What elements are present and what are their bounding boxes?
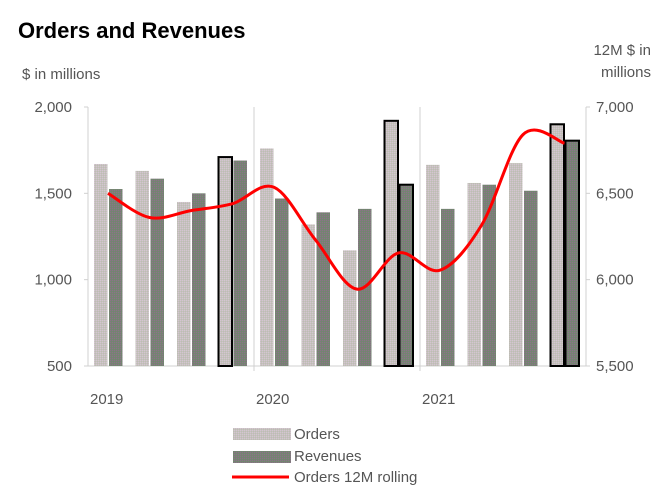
y2-tick-label: 7,000 (596, 99, 634, 116)
y-axis-label: $ in millions (22, 66, 101, 83)
revenues-bar (316, 212, 330, 366)
orders-bar (383, 119, 399, 367)
x-tick-label: 2020 (256, 391, 289, 408)
revenues-bar (441, 208, 455, 366)
legend-revenues-label: Revenues (294, 448, 362, 465)
orders-bar (217, 156, 233, 367)
y2-axis-label-line1: 12M $ in (593, 42, 651, 59)
orders-bar (135, 170, 149, 366)
legend-revenues-swatch (233, 451, 291, 463)
y2-axis-label: 12M $ in millions (593, 40, 651, 84)
x-tick-label: 2019 (90, 391, 123, 408)
revenues-bar (192, 193, 206, 366)
orders-bar (509, 163, 523, 366)
y2-tick-label: 5,500 (596, 358, 634, 375)
revenues-bar (275, 198, 289, 366)
revenues-bar (233, 160, 247, 366)
legend-orders-swatch (233, 428, 291, 440)
revenues-bar (109, 189, 123, 366)
y-tick-label: 500 (47, 358, 72, 375)
y2-tick-label: 6,000 (596, 272, 634, 289)
revenues-bar (150, 178, 164, 366)
orders-bar (301, 224, 315, 366)
orders-12m-rolling-line (107, 128, 566, 291)
y2-axis-label-line2: millions (600, 64, 651, 81)
y2-tick-label: 6,500 (596, 185, 634, 202)
legend-line-label: Orders 12M rolling (294, 469, 417, 486)
orders-bar (549, 123, 565, 368)
revenues-bar (398, 183, 414, 367)
orders-bar (177, 201, 191, 366)
y-tick-label: 1,500 (34, 185, 72, 202)
revenues-bar (564, 139, 580, 367)
orders-bar (94, 163, 108, 366)
revenues-bar (482, 184, 496, 366)
orders-bar (343, 250, 357, 366)
revenues-bar (524, 190, 538, 366)
orders-bar (426, 164, 440, 366)
y-tick-label: 2,000 (34, 99, 72, 116)
orders-bar (467, 182, 481, 366)
y-tick-label: 1,000 (34, 272, 72, 289)
orders-bar (260, 148, 274, 366)
legend-orders-label: Orders (294, 426, 340, 443)
chart-title: Orders and Revenues (18, 18, 246, 43)
x-tick-label: 2021 (422, 391, 455, 408)
